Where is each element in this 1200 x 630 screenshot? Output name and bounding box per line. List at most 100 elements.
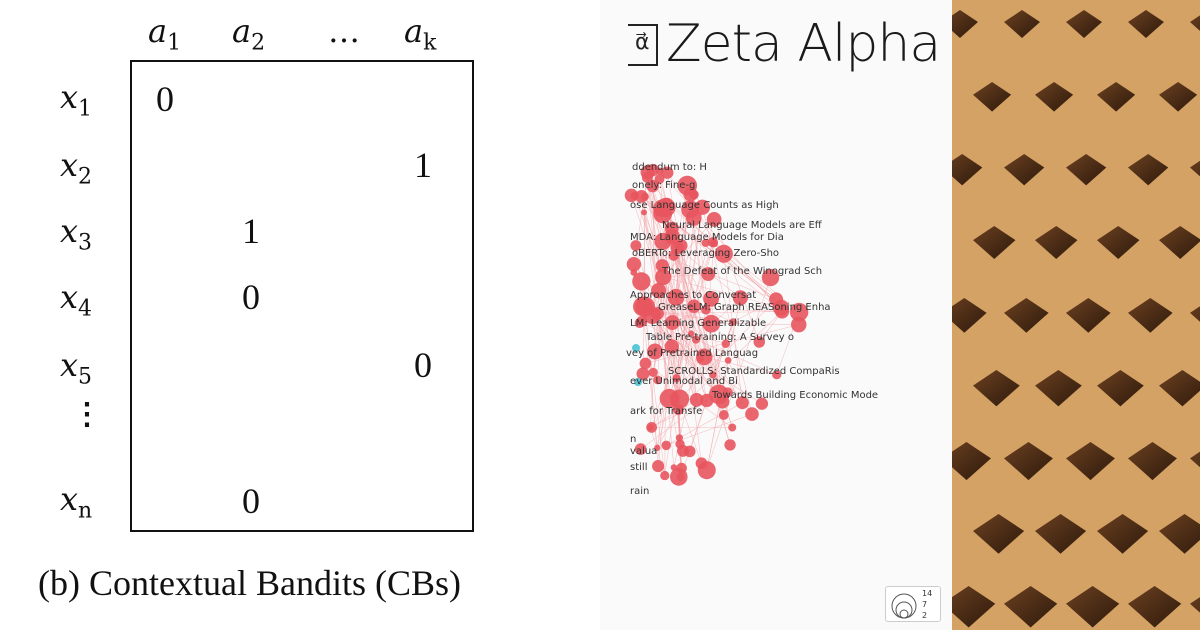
graph-node-label[interactable]: n bbox=[630, 434, 636, 445]
graph-node[interactable] bbox=[652, 460, 665, 473]
graph-node[interactable] bbox=[656, 167, 664, 175]
graph-node-accent[interactable] bbox=[632, 344, 640, 352]
graph-node[interactable] bbox=[706, 212, 722, 227]
graph-node[interactable] bbox=[691, 335, 701, 344]
graph-node[interactable] bbox=[636, 315, 648, 327]
graph-node-label[interactable]: rain bbox=[630, 486, 649, 497]
graph-node[interactable] bbox=[633, 296, 653, 317]
graph-node[interactable] bbox=[664, 339, 679, 354]
graph-node[interactable] bbox=[709, 384, 729, 405]
graph-node-label[interactable]: Towards Building Economic Mode bbox=[711, 390, 878, 401]
graph-node[interactable] bbox=[709, 371, 717, 379]
graph-node[interactable] bbox=[707, 237, 718, 248]
graph-node[interactable] bbox=[667, 288, 685, 306]
graph-node[interactable] bbox=[689, 190, 699, 200]
graph-node[interactable] bbox=[745, 407, 759, 421]
graph-node[interactable] bbox=[721, 339, 731, 348]
graph-node-label[interactable]: valua bbox=[630, 446, 657, 457]
graph-node[interactable] bbox=[675, 434, 684, 442]
graph-node[interactable] bbox=[696, 355, 704, 363]
graph-node[interactable] bbox=[701, 304, 711, 315]
graph-node[interactable] bbox=[688, 330, 695, 337]
graph-node[interactable] bbox=[660, 470, 670, 481]
graph-node[interactable] bbox=[676, 472, 685, 482]
graph-node[interactable] bbox=[735, 396, 749, 410]
graph-node-label[interactable]: LM: Learning Generalizable bbox=[630, 318, 766, 329]
graph-node[interactable] bbox=[654, 232, 672, 250]
graph-node-label[interactable]: Table Pre-training: A Survey o bbox=[645, 332, 794, 343]
citation-graph[interactable]: ddendum to: H onely: Fine-g ose Language C… bbox=[600, 150, 952, 510]
graph-node[interactable] bbox=[729, 318, 737, 326]
graph-node[interactable] bbox=[724, 357, 732, 364]
graph-node[interactable] bbox=[630, 240, 642, 252]
graph-node[interactable] bbox=[684, 445, 696, 458]
graph-node[interactable] bbox=[714, 244, 733, 263]
graph-node-label[interactable]: The Defeat of the Winograd Sch bbox=[661, 266, 822, 277]
graph-node-label[interactable]: GreaseLM: Graph REASoning Enha bbox=[658, 302, 831, 313]
graph-node[interactable] bbox=[703, 290, 720, 307]
graph-node[interactable] bbox=[646, 421, 658, 433]
graph-node[interactable] bbox=[670, 464, 678, 471]
graph-node[interactable] bbox=[651, 307, 664, 320]
graph-node[interactable] bbox=[653, 204, 673, 224]
graph-node[interactable] bbox=[641, 192, 649, 201]
graph-node[interactable] bbox=[654, 174, 665, 184]
graph-node[interactable] bbox=[732, 290, 748, 306]
graph-node[interactable] bbox=[689, 393, 704, 407]
graph-node[interactable] bbox=[626, 257, 642, 272]
graph-node[interactable] bbox=[648, 367, 658, 377]
graph-node-label[interactable]: MDA: Language Models for Dia bbox=[630, 232, 784, 243]
graph-node[interactable] bbox=[653, 375, 663, 385]
graph-node-label[interactable]: ddendum to: H bbox=[632, 162, 707, 173]
node-size-legend[interactable]: 14 7 2 bbox=[885, 586, 941, 622]
graph-node-accent[interactable] bbox=[634, 378, 642, 386]
graph-node[interactable] bbox=[634, 443, 647, 455]
graph-node[interactable] bbox=[670, 389, 690, 409]
graph-node-label[interactable]: still bbox=[630, 462, 647, 473]
graph-node[interactable] bbox=[650, 282, 667, 299]
graph-node-label[interactable]: ever Unimodal and Bi bbox=[630, 376, 738, 387]
graph-node[interactable] bbox=[769, 292, 784, 307]
graph-node-label[interactable]: ose Language Counts as High bbox=[630, 200, 779, 211]
graph-node[interactable] bbox=[761, 268, 780, 287]
graph-node[interactable] bbox=[718, 410, 729, 420]
graph-node-label[interactable]: oBERTo: Leveraging Zero-Sho bbox=[632, 248, 779, 259]
graph-node[interactable] bbox=[632, 272, 651, 291]
graph-node[interactable] bbox=[639, 357, 652, 370]
graph-node[interactable] bbox=[789, 302, 809, 322]
graph-node[interactable] bbox=[728, 423, 737, 432]
graph-node[interactable] bbox=[695, 457, 708, 470]
graph-node[interactable] bbox=[654, 444, 661, 452]
graph-node-label[interactable]: SCROLLS: Standardized CompaRis bbox=[668, 366, 840, 377]
graph-node[interactable] bbox=[646, 179, 659, 193]
graph-node[interactable] bbox=[702, 314, 721, 333]
graph-node-label[interactable]: Approaches to Conversat bbox=[630, 290, 756, 301]
graph-node[interactable] bbox=[669, 235, 676, 243]
graph-node[interactable] bbox=[701, 238, 710, 247]
graph-node[interactable] bbox=[641, 209, 648, 216]
graph-node[interactable] bbox=[687, 299, 701, 314]
graph-node[interactable] bbox=[676, 462, 687, 474]
graph-node[interactable] bbox=[655, 259, 669, 273]
graph-node[interactable] bbox=[636, 367, 650, 381]
graph-node[interactable] bbox=[755, 397, 769, 410]
graph-node[interactable] bbox=[753, 336, 766, 348]
graph-node[interactable] bbox=[646, 163, 660, 177]
graph-node[interactable] bbox=[677, 175, 698, 196]
graph-node[interactable] bbox=[772, 370, 782, 380]
graph-node[interactable] bbox=[681, 200, 700, 219]
graph-node[interactable] bbox=[701, 267, 716, 282]
graph-node-label[interactable]: ark for Transfe bbox=[630, 406, 702, 417]
graph-node[interactable] bbox=[647, 343, 663, 360]
graph-node[interactable] bbox=[724, 439, 736, 451]
graph-node[interactable] bbox=[791, 316, 807, 333]
graph-node[interactable] bbox=[664, 315, 680, 330]
graph-node[interactable] bbox=[661, 166, 674, 179]
graph-node-label[interactable]: vey of Pretrained Languag bbox=[626, 348, 758, 359]
graph-node-label[interactable]: Neural Language Models are Eff bbox=[662, 220, 823, 231]
graph-node[interactable] bbox=[655, 268, 672, 286]
graph-node-label[interactable]: onely: Fine-g bbox=[632, 180, 695, 191]
graph-node[interactable] bbox=[630, 269, 638, 276]
graph-node[interactable] bbox=[672, 374, 681, 383]
graph-node[interactable] bbox=[661, 440, 671, 451]
